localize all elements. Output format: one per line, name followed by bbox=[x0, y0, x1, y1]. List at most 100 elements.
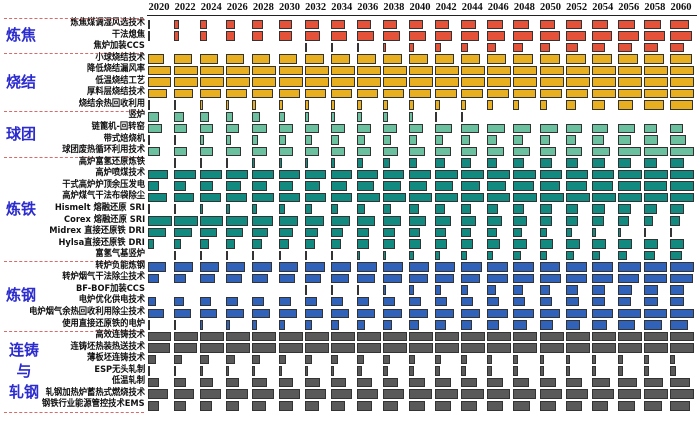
adoption-bar bbox=[252, 111, 260, 122]
adoption-bar bbox=[200, 111, 209, 122]
adoption-bar bbox=[148, 354, 157, 365]
adoption-bar bbox=[539, 158, 552, 168]
adoption-bar bbox=[382, 19, 398, 30]
adoption-bar bbox=[591, 262, 614, 272]
adoption-bar bbox=[278, 308, 297, 319]
adoption-bar bbox=[643, 308, 667, 319]
adoption-bar bbox=[591, 273, 614, 284]
adoption-bar bbox=[278, 54, 297, 64]
technology-label: 带式焙烧机 bbox=[103, 133, 145, 144]
adoption-bar bbox=[487, 296, 500, 307]
adoption-bar bbox=[513, 296, 526, 307]
adoption-bar bbox=[382, 377, 399, 388]
adoption-bar bbox=[252, 296, 265, 307]
adoption-bar bbox=[461, 250, 468, 261]
adoption-bar bbox=[304, 204, 312, 214]
adoption-bar bbox=[304, 54, 324, 64]
year-tick-label: 2026 bbox=[226, 2, 248, 13]
adoption-bar bbox=[513, 169, 537, 180]
adoption-bar bbox=[435, 77, 460, 87]
adoption-bar bbox=[539, 331, 564, 342]
adoption-bar bbox=[148, 31, 151, 41]
adoption-bar bbox=[670, 389, 694, 399]
adoption-bar bbox=[226, 250, 229, 261]
adoption-bar bbox=[409, 308, 429, 319]
adoption-bar bbox=[617, 204, 631, 214]
adoption-bar bbox=[539, 250, 547, 261]
adoption-bar bbox=[278, 354, 286, 365]
adoption-bar bbox=[409, 42, 414, 53]
adoption-bar bbox=[200, 377, 214, 388]
adoption-bar bbox=[409, 250, 414, 261]
adoption-bar bbox=[330, 100, 336, 110]
adoption-bar bbox=[304, 366, 309, 376]
adoption-bar bbox=[226, 239, 235, 249]
adoption-bar bbox=[461, 146, 477, 157]
adoption-bar bbox=[148, 123, 163, 134]
adoption-bar bbox=[252, 169, 274, 180]
adoption-bar bbox=[148, 239, 154, 249]
adoption-bar bbox=[148, 389, 169, 399]
adoption-bar bbox=[304, 296, 317, 307]
adoption-bar bbox=[565, 65, 590, 76]
adoption-bar bbox=[304, 250, 307, 261]
adoption-bar bbox=[409, 158, 418, 168]
year-tick-label: 2036 bbox=[357, 2, 379, 13]
year-tick-label: 2020 bbox=[148, 2, 170, 13]
adoption-bar bbox=[226, 123, 240, 134]
adoption-bar bbox=[565, 54, 586, 64]
adoption-bar bbox=[174, 88, 194, 99]
adoption-bar bbox=[200, 169, 222, 180]
adoption-bar bbox=[565, 366, 571, 376]
adoption-bar bbox=[513, 366, 519, 376]
adoption-bar bbox=[252, 192, 274, 203]
adoption-bar bbox=[304, 19, 319, 30]
technology-label: 焦炉加装CCS bbox=[93, 41, 145, 52]
adoption-bar bbox=[409, 123, 424, 134]
adoption-bar bbox=[174, 343, 197, 353]
adoption-bar bbox=[539, 389, 563, 399]
adoption-bar bbox=[148, 227, 166, 238]
adoption-bar bbox=[278, 31, 292, 41]
adoption-bar bbox=[252, 366, 255, 376]
adoption-bar bbox=[643, 100, 665, 110]
adoption-bar bbox=[148, 400, 159, 411]
adoption-bar bbox=[539, 239, 553, 249]
adoption-bar bbox=[513, 389, 537, 399]
adoption-bar bbox=[565, 123, 583, 134]
adoption-bar bbox=[461, 19, 476, 30]
adoption-bar bbox=[435, 65, 460, 76]
adoption-bar bbox=[617, 400, 635, 411]
adoption-bar bbox=[252, 65, 277, 76]
adoption-bar bbox=[539, 123, 558, 134]
adoption-bar bbox=[670, 42, 685, 53]
adoption-bar bbox=[487, 42, 496, 53]
adoption-bar bbox=[356, 273, 375, 284]
adoption-bar bbox=[278, 400, 293, 411]
adoption-bar bbox=[643, 250, 655, 261]
adoption-bar bbox=[252, 54, 271, 64]
adoption-bar bbox=[513, 54, 533, 64]
adoption-bar bbox=[382, 88, 405, 99]
adoption-bar bbox=[200, 239, 209, 249]
adoption-bar bbox=[461, 169, 484, 180]
adoption-bar bbox=[200, 19, 208, 30]
adoption-bar bbox=[174, 262, 194, 272]
adoption-bar bbox=[591, 65, 616, 76]
adoption-bar bbox=[591, 354, 597, 365]
adoption-bar bbox=[435, 111, 438, 122]
adoption-bar bbox=[330, 296, 343, 307]
adoption-bar bbox=[565, 204, 578, 214]
adoption-bar bbox=[435, 54, 455, 64]
adoption-bar bbox=[382, 42, 387, 53]
adoption-bar bbox=[148, 19, 151, 30]
adoption-bar bbox=[252, 227, 268, 238]
adoption-bar bbox=[591, 296, 605, 307]
adoption-bar bbox=[252, 135, 259, 145]
adoption-bar bbox=[409, 331, 433, 342]
adoption-bar bbox=[643, 146, 668, 157]
adoption-bar bbox=[670, 377, 691, 388]
adoption-bar bbox=[356, 296, 369, 307]
adoption-bar bbox=[487, 88, 509, 99]
technology-label: Midrex 直接还原铁 DRI bbox=[49, 226, 145, 237]
